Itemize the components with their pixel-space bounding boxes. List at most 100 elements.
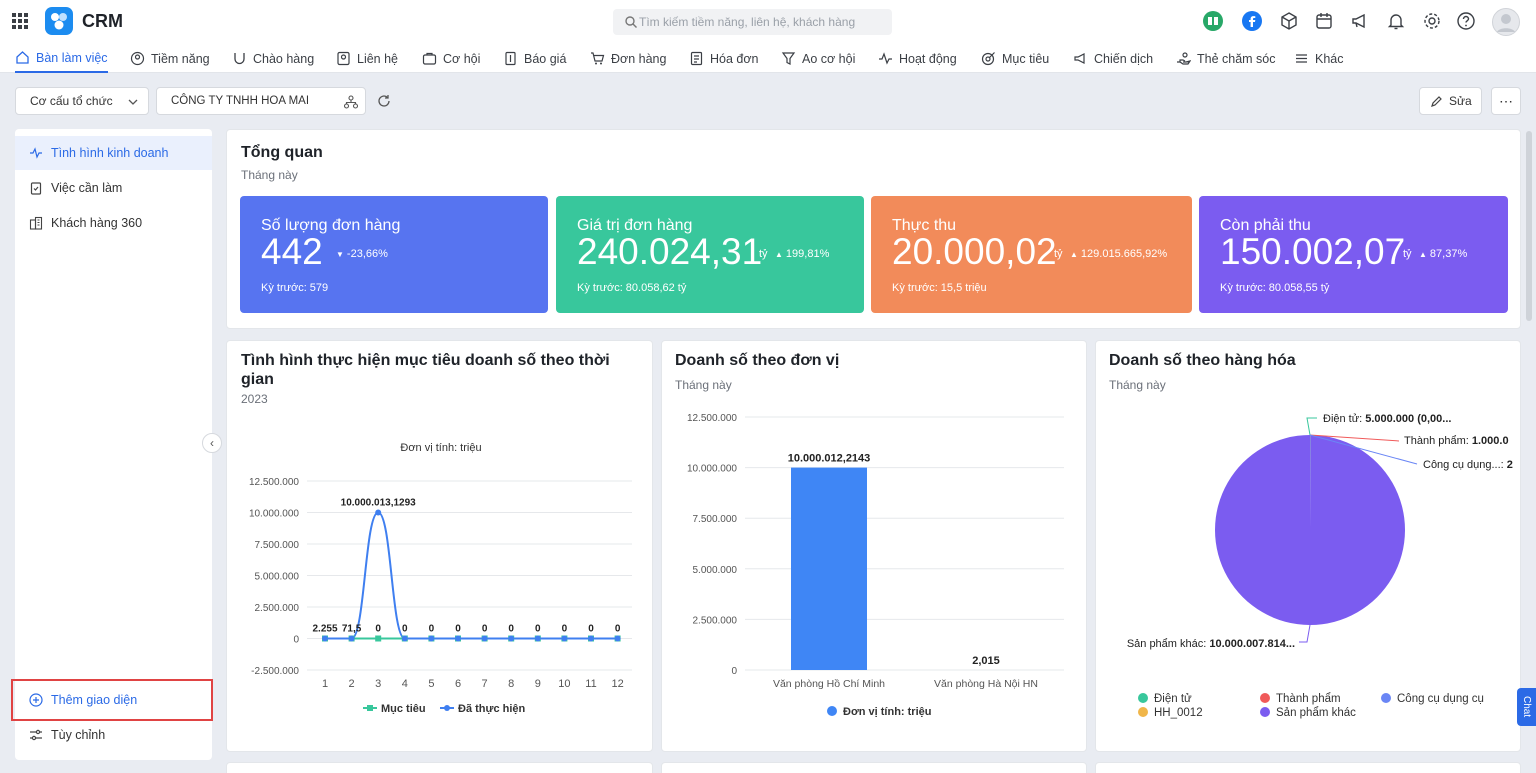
sidebar-item-khach-hang-360[interactable]: Khách hàng 360	[15, 206, 212, 240]
org-structure-select[interactable]: Cơ cấu tổ chức	[15, 87, 149, 115]
chat-button[interactable]: Chat	[1517, 688, 1536, 726]
nav-label: Báo giá	[524, 51, 567, 66]
search-icon	[625, 16, 637, 28]
bell-icon[interactable]	[1386, 11, 1406, 31]
x-tick-label: 10	[558, 678, 570, 690]
nav-ao-co-hoi[interactable]: Ao cơ hội	[781, 44, 855, 73]
callout-label: Thành phẩm: 1.000.0	[1404, 435, 1509, 447]
sidebar-item-viec-can-lam[interactable]: Việc cần làm	[15, 171, 212, 205]
search-input[interactable]: Tìm kiếm tiềm năng, liên hệ, khách hàng	[613, 9, 892, 35]
callout-line	[1306, 417, 1317, 436]
customize-button[interactable]: Tùy chỉnh	[15, 718, 212, 752]
nav-the-cham-soc[interactable]: Thẻ chăm sóc	[1176, 44, 1276, 73]
sidebar-item-label: Tình hình kinh doanh	[51, 146, 169, 160]
nav-label: Ao cơ hội	[802, 51, 856, 66]
more-options-button[interactable]: ⋯	[1491, 87, 1521, 115]
y-tick-label: 10.000.000	[249, 509, 299, 520]
legend-marker	[827, 706, 837, 716]
nav-label: Chiến dịch	[1094, 51, 1154, 66]
facebook-icon[interactable]	[1242, 11, 1262, 31]
nav-muc-tieu[interactable]: Mục tiêu	[981, 44, 1049, 73]
nav-hoat-dong[interactable]: Hoạt động	[878, 44, 957, 73]
x-tick-label: 4	[402, 678, 408, 690]
kpi-previous: Kỳ trước: 80.058,55 tỷ	[1220, 282, 1330, 294]
caret-up-icon: ▲	[1070, 250, 1078, 259]
calendar-icon[interactable]	[1314, 11, 1334, 31]
app-name: CRM	[82, 11, 123, 31]
kpi-card[interactable]: Số lượng đơn hàng 442 ▼ -23,66% Kỳ trước:…	[240, 196, 548, 313]
megaphone-icon[interactable]	[1350, 11, 1370, 31]
nav-chao-hang[interactable]: Chào hàng	[232, 44, 314, 73]
legend-label: Thành phẩm	[1276, 693, 1341, 705]
legend-marker	[1260, 693, 1270, 703]
building-icon	[29, 216, 43, 230]
kpi-label: Thực thu	[892, 217, 957, 234]
kpi-card[interactable]: Giá trị đơn hàng 240.024,31 tỷ ▲ 199,81% …	[556, 196, 864, 313]
point-da-thuc-hien	[322, 635, 328, 642]
callout-value: 5.000.000 (0,00...	[1362, 413, 1451, 425]
next-card-3	[1095, 762, 1521, 773]
x-tick-label: 2	[349, 678, 355, 690]
plus-circle-icon	[29, 693, 43, 707]
kpi-card[interactable]: Còn phải thu 150.002,07 tỷ ▲ 87,37% Kỳ tr…	[1199, 196, 1508, 313]
unit-title: Doanh số theo đơn vị	[675, 352, 840, 369]
crm-logo[interactable]	[45, 7, 73, 35]
data-label: 0	[562, 624, 568, 635]
company-select[interactable]: CÔNG TY TNHH HOA MAI	[156, 87, 366, 115]
sidebar-item-tinh-hinh-kinh-doanh[interactable]: Tình hình kinh doanh	[15, 136, 212, 170]
caret-up-icon: ▲	[775, 250, 783, 259]
kpi-previous: Kỳ trước: 15,5 triệu	[892, 282, 987, 294]
box-icon[interactable]	[1279, 11, 1299, 31]
contact-card-icon	[337, 51, 350, 66]
point-da-thuc-hien	[401, 635, 408, 642]
nav-co-hoi[interactable]: Cơ hội	[422, 44, 480, 73]
kpi-change-value: -23,66%	[346, 248, 388, 260]
help-icon[interactable]	[1456, 11, 1476, 31]
legend-label: Đơn vị tính: triệu	[843, 706, 931, 718]
next-card-2	[661, 762, 1087, 773]
unit-bar-chart: 12.500.000 10.000.000 7.500.000 5.000.000 2.…	[687, 413, 1064, 718]
data-label: 0	[455, 624, 461, 635]
guide-book-icon[interactable]	[1203, 11, 1223, 31]
y-tick-label: 7.500.000	[255, 540, 300, 551]
nav-tiem-nang[interactable]: Tiềm năng	[130, 44, 210, 73]
y-tick-label: 2.500.000	[693, 615, 738, 626]
nav-khac[interactable]: Khác	[1294, 44, 1344, 73]
callout-name: Sản phẩm khác:	[1127, 638, 1207, 650]
kpi-change-value: 129.015.665,92%	[1080, 248, 1168, 260]
funnel-icon	[781, 52, 796, 65]
avatar[interactable]	[1492, 8, 1520, 36]
kpi-card[interactable]: Thực thu 20.000,02 tỷ ▲ 129.015.665,92% K…	[871, 196, 1192, 313]
nav-hoa-don[interactable]: Hóa đơn	[689, 44, 759, 73]
x-tick-label: 6	[455, 678, 461, 690]
y-tick-label: 12.500.000	[687, 413, 737, 424]
chevron-down-icon	[128, 99, 138, 105]
callout-value: 2	[1504, 459, 1513, 471]
kpi-value: 20.000,02	[892, 231, 1057, 272]
add-view-button[interactable]: Thêm giao diện	[15, 683, 212, 717]
sidebar-item-label: Việc cần làm	[51, 181, 123, 195]
nav-ban-lam-viec[interactable]: Bàn làm việc	[15, 44, 108, 73]
nav-lien-he[interactable]: Liên hệ	[336, 44, 398, 73]
collapse-sidebar-button[interactable]: ‹	[202, 433, 222, 453]
x-tick-label: Văn phòng Hà Nội HN	[934, 678, 1038, 690]
y-tick-label: 0	[293, 635, 299, 646]
add-view-label: Thêm giao diện	[51, 693, 138, 707]
nav-don-hang[interactable]: Đơn hàng	[590, 44, 666, 73]
gear-icon[interactable]	[1422, 11, 1442, 31]
app-grid-icon[interactable]	[12, 13, 28, 29]
callout-label: Sản phẩm khác: 10.000.007.814...	[1127, 638, 1295, 650]
chevron-left-icon: ‹	[210, 436, 214, 450]
nav-bao-gia[interactable]: Báo giá	[503, 44, 566, 73]
data-label: 0	[508, 624, 514, 635]
nav-chien-dich[interactable]: Chiến dịch	[1073, 44, 1153, 73]
kpi-change-value: 87,37%	[1429, 248, 1468, 260]
refresh-icon[interactable]	[377, 94, 391, 108]
x-tick-label: 3	[375, 678, 381, 690]
y-tick-label: 10.000.000	[687, 464, 737, 475]
kpi-change-value: 199,81%	[785, 248, 830, 260]
legend-marker-da-thuc-hien	[444, 705, 450, 711]
edit-button[interactable]: Sửa	[1419, 87, 1482, 115]
scrollbar[interactable]	[1526, 131, 1532, 321]
legend-marker-muc-tieu	[367, 705, 373, 711]
